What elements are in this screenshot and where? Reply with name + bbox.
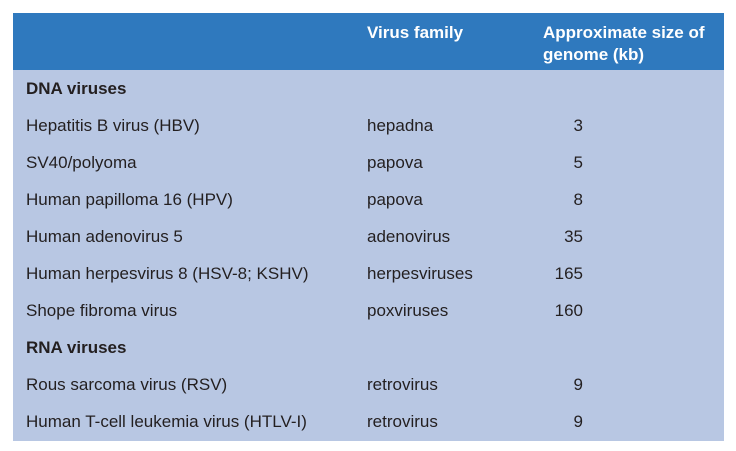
virus-name: Human papilloma 16 (HPV) [26, 189, 233, 209]
table-row: Rous sarcoma virus (RSV) retrovirus 9 [13, 366, 724, 403]
virus-name: Human T-cell leukemia virus (HTLV-I) [26, 411, 307, 431]
section-label: DNA viruses [26, 78, 127, 98]
column-header-virus-family: Virus family [367, 23, 464, 42]
table-row: Human adenovirus 5 adenovirus 35 [13, 218, 724, 255]
genome-size: 5 [573, 152, 583, 172]
virus-name: Human herpesvirus 8 (HSV-8; KSHV) [26, 263, 309, 283]
genome-size: 9 [573, 411, 583, 431]
table-row: Hepatitis B virus (HBV) hepadna 3 [13, 107, 724, 144]
table-row: Human T-cell leukemia virus (HTLV-I) ret… [13, 403, 724, 440]
table-body: DNA viruses Hepatitis B virus (HBV) hepa… [13, 70, 724, 441]
genome-size: 8 [573, 189, 583, 209]
genome-size: 9 [573, 374, 583, 394]
table-row: Shope fibroma virus poxviruses 160 [13, 292, 724, 329]
virus-family: retrovirus [367, 374, 438, 394]
genome-size: 3 [573, 115, 583, 135]
section-row-dna-viruses: DNA viruses [13, 70, 724, 107]
virus-family: adenovirus [367, 226, 451, 246]
virus-name: Rous sarcoma virus (RSV) [26, 374, 228, 394]
table-row: SV40/polyoma papova 5 [13, 144, 724, 181]
virus-name: Shope fibroma virus [26, 300, 178, 320]
table-row: Human papilloma 16 (HPV) papova 8 [13, 181, 724, 218]
table-row: Human herpesvirus 8 (HSV-8; KSHV) herpes… [13, 255, 724, 292]
virus-family: poxviruses [367, 300, 449, 320]
table-header: Virus family Approximate size of genome … [13, 13, 724, 70]
genome-size: 35 [564, 226, 583, 246]
virus-family: hepadna [367, 115, 434, 135]
genome-size: 165 [554, 263, 583, 283]
virus-family: herpesviruses [367, 263, 473, 283]
virus-family: papova [367, 152, 423, 172]
column-header-genome-size: Approximate size of genome (kb) [543, 23, 705, 64]
virus-family: papova [367, 189, 423, 209]
section-label: RNA viruses [26, 337, 127, 357]
virus-name: Hepatitis B virus (HBV) [26, 115, 200, 135]
virus-name: SV40/polyoma [26, 152, 137, 172]
genome-size: 160 [554, 300, 583, 320]
virus-name: Human adenovirus 5 [26, 226, 183, 246]
section-row-rna-viruses: RNA viruses [13, 329, 724, 366]
virus-family: retrovirus [367, 411, 438, 431]
virus-genome-table: Virus family Approximate size of genome … [13, 13, 724, 441]
